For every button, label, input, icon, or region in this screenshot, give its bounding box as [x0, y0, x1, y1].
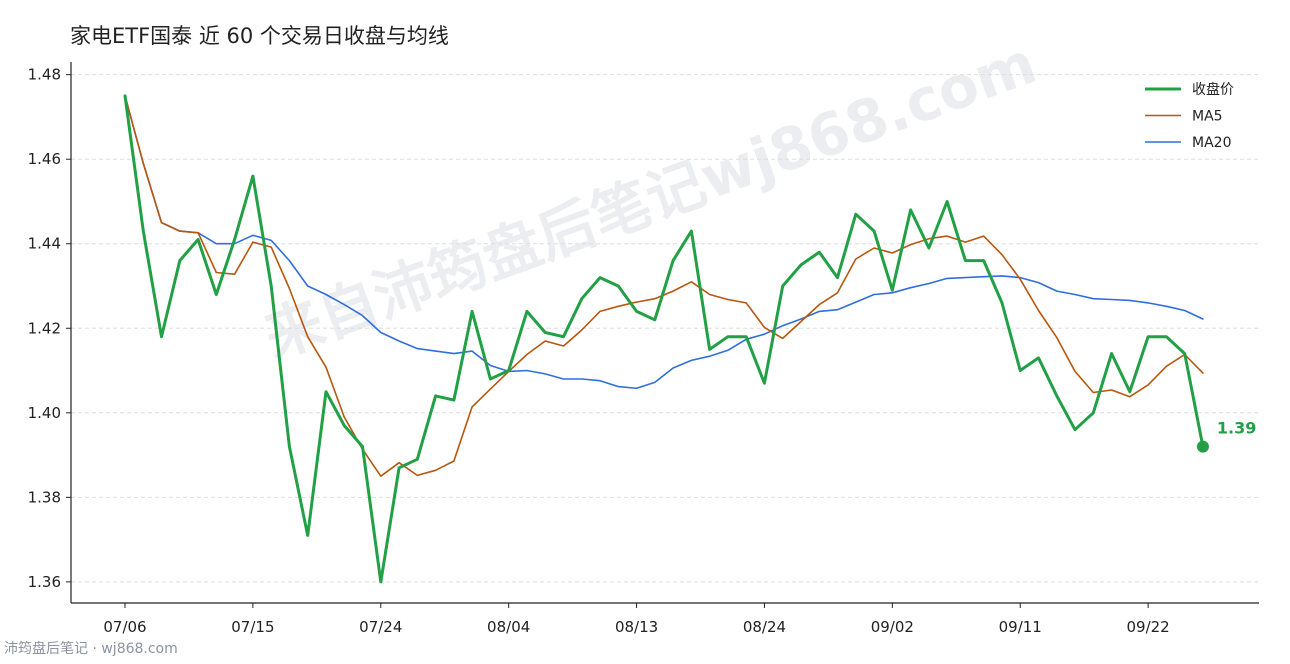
x-tick-label: 08/24 — [743, 618, 786, 636]
x-tick-label: 08/13 — [615, 618, 658, 636]
x-tick-label: 09/11 — [999, 618, 1042, 636]
axes — [70, 62, 1259, 604]
legend-label: MA5 — [1192, 109, 1223, 125]
x-tick-label: 09/02 — [871, 618, 914, 636]
y-tick-label: 1.38 — [28, 488, 61, 506]
y-tick-label: 1.46 — [28, 150, 61, 168]
y-tick-label: 1.42 — [28, 319, 61, 337]
x-tick-label: 09/22 — [1127, 618, 1170, 636]
last-point-dot — [1196, 440, 1209, 453]
x-tick-label: 08/04 — [487, 618, 530, 636]
watermark: 来自沛筠盘后笔记wj868.com — [255, 29, 1044, 372]
watermark-text: 来自沛筠盘后笔记wj868.com — [255, 29, 1044, 372]
series-line-close — [123, 94, 1205, 584]
y-tick-label: 1.48 — [28, 66, 61, 84]
x-tick-label: 07/24 — [359, 618, 402, 636]
y-axis-ticks: 1.36 1.38 1.40 1.42 1.44 1.46 1.48 — [28, 66, 71, 591]
last-value-label: 1.39 — [1217, 419, 1256, 438]
x-tick-label: 07/06 — [103, 618, 146, 636]
legend-label: MA20 — [1192, 135, 1231, 151]
x-axis-ticks: 07/06 07/15 07/24 08/04 08/13 08/24 09/02 09/11… — [103, 603, 1170, 636]
series-line-ma20 — [124, 95, 1204, 390]
legend: 收盘价 MA5 MA20 — [1145, 81, 1234, 151]
x-tick-label: 07/15 — [231, 618, 274, 636]
series-lines — [123, 94, 1205, 584]
footer-watermark: 沛筠盘后笔记 · wj868.com — [4, 640, 178, 657]
grid — [71, 74, 1259, 583]
legend-label: 收盘价 — [1192, 81, 1234, 98]
last-point-marker: 1.39 — [1196, 419, 1256, 453]
y-tick-label: 1.36 — [28, 573, 61, 591]
chart-title: 家电ETF国泰 近 60 个交易日收盘与均线 — [70, 24, 449, 48]
y-tick-label: 1.44 — [28, 235, 61, 253]
y-tick-label: 1.40 — [28, 404, 61, 422]
